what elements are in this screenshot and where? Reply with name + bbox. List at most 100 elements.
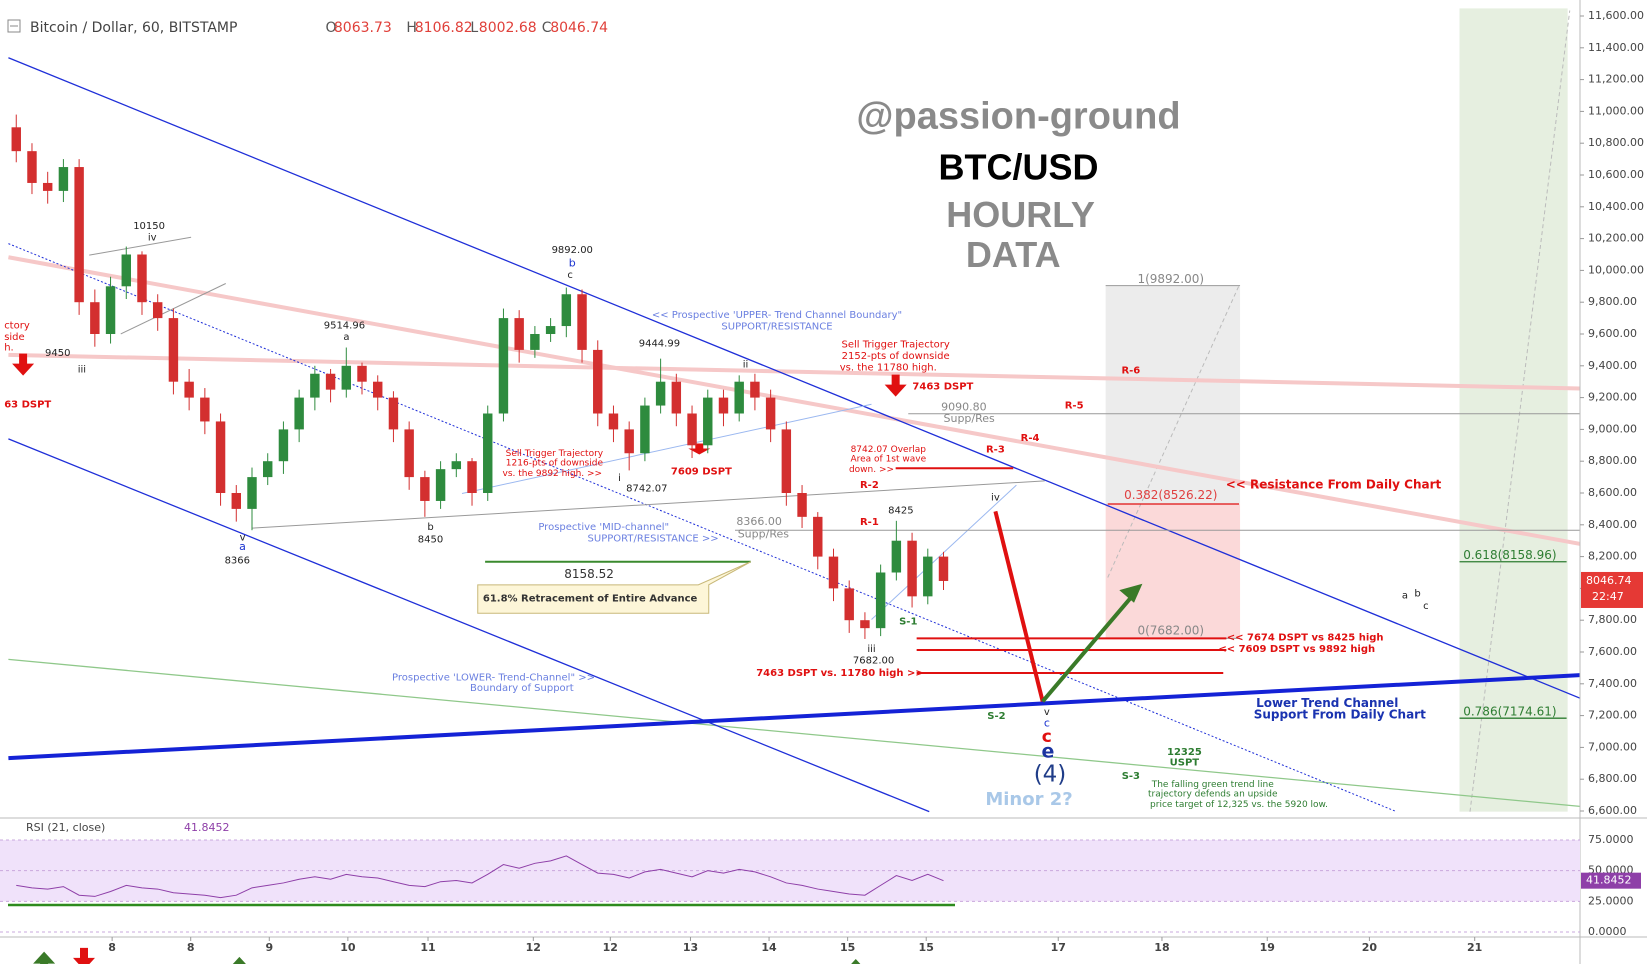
candle-body: [262, 461, 273, 478]
candle-body: [703, 397, 713, 446]
candle-body: [357, 365, 367, 382]
candle-body: [655, 381, 666, 406]
trend-line: [89, 236, 192, 256]
annotation: << Prospective 'UPPER- Trend Channel Bou…: [652, 310, 902, 321]
ohlc-label: H: [406, 20, 417, 36]
candle-body: [105, 286, 116, 334]
x-tick-label: 17: [1051, 941, 1066, 954]
y-tick-label: 9,800.00: [1588, 295, 1637, 308]
annotation: 8158.52: [564, 567, 614, 581]
candle-body: [420, 477, 430, 501]
trend-line: [8, 243, 1397, 813]
y-tick-label: 11,000.00: [1588, 104, 1644, 117]
candle-body: [938, 556, 949, 581]
signal-arrow: [884, 374, 907, 397]
annotation: S-3: [1122, 771, 1140, 782]
candle-body: [561, 294, 572, 327]
annotation: << 7609 DSPT vs 9892 high: [1218, 644, 1375, 655]
annotation: iii: [78, 365, 86, 376]
y-tick-label: 8,800.00: [1588, 454, 1637, 467]
candle-body: [294, 397, 304, 430]
candle-body: [844, 588, 854, 621]
annotation: 8742.07: [626, 483, 667, 494]
y-tick-label: 10,600.00: [1588, 168, 1644, 181]
annotation: 1216-pts of downside: [506, 459, 604, 469]
candle-body: [828, 556, 839, 589]
annotation: << 7674 DSPT vs 8425 high: [1227, 632, 1384, 643]
annotation: ctory: [4, 321, 30, 332]
trend-line: [8, 673, 1580, 761]
annotation: R-1: [860, 517, 879, 528]
x-tick-label: 8: [108, 941, 116, 954]
watermark: @passion-ground: [856, 96, 1180, 138]
annotation: 9450: [45, 348, 70, 359]
y-tick-label: 9,400.00: [1588, 359, 1637, 372]
annotation: 7463 DSPT: [912, 381, 973, 392]
candle-body: [215, 421, 226, 493]
annotation: Prospective 'LOWER- Trend-Channel" >>: [392, 672, 595, 683]
candle-body: [530, 334, 540, 350]
annotation: 0(7682.00): [1137, 624, 1204, 638]
x-tick-label: 10: [340, 941, 356, 954]
annotation: iv: [148, 232, 157, 243]
candle-body: [498, 318, 509, 414]
candle-body: [435, 469, 446, 501]
candle-body: [373, 381, 383, 398]
y-tick-label: 8,200.00: [1588, 550, 1637, 563]
annotation: h.: [4, 343, 14, 354]
arrow-head: [1119, 583, 1143, 603]
annotation: Support From Daily Chart: [1254, 708, 1426, 722]
candle-body: [58, 167, 69, 191]
ohlc-label: L: [470, 20, 478, 36]
trend-line: [1107, 285, 1240, 578]
candle-body: [640, 405, 650, 454]
annotation: Supp/Res: [738, 527, 790, 540]
rsi-value: 41.8452: [184, 821, 230, 834]
signal-arrow: [73, 947, 95, 964]
annotation: Sell Trigger Trajectory: [506, 449, 604, 459]
x-tick-label: 9: [265, 941, 273, 954]
annotation: 7609 DSPT: [671, 466, 732, 477]
annotation: 8425: [888, 505, 913, 516]
annotation: R-6: [1121, 366, 1140, 377]
candle-body: [813, 516, 823, 557]
rsi-value-tag-label: 41.8452: [1586, 874, 1632, 887]
trend-line: [993, 510, 1045, 702]
ohlc-value: 8063.73: [334, 20, 392, 36]
x-tick-label: 18: [1154, 941, 1169, 954]
annotation: 9892.00: [552, 245, 593, 256]
candle-body: [624, 429, 634, 454]
signal-arrow: [851, 958, 861, 964]
annotation: 8742.07 Overlap: [851, 445, 927, 455]
candle-body: [718, 397, 729, 414]
signal-arrow: [688, 443, 711, 455]
annotation: b: [427, 522, 433, 533]
x-tick-label: 12: [526, 941, 541, 954]
price-tag-label: 8046.74: [1586, 574, 1632, 587]
y-tick-label: 8,400.00: [1588, 518, 1637, 531]
y-tick-label: 7,000.00: [1588, 740, 1637, 753]
candle-body: [137, 254, 147, 303]
candle-body: [27, 151, 37, 183]
candle-body: [90, 302, 100, 334]
y-tick-label: 10,800.00: [1588, 136, 1644, 149]
x-tick-label: 12: [603, 941, 618, 954]
candle-body: [168, 318, 179, 382]
collapse-icon[interactable]: [7, 19, 21, 33]
candle-body: [200, 397, 210, 422]
candle-body: [765, 397, 776, 430]
trend-line: [8, 255, 1580, 546]
annotation: Supp/Res: [944, 412, 996, 425]
candle-body: [923, 556, 933, 597]
candle-body: [121, 254, 131, 287]
annotation: Area of 1st wave: [850, 454, 926, 464]
y-tick-label: 6,600.00: [1588, 804, 1637, 817]
candle-body: [74, 167, 84, 303]
annotation: ii: [743, 359, 749, 370]
annotation: 63 DSPT: [4, 399, 51, 410]
candle-body: [11, 127, 21, 152]
candle-body: [451, 461, 462, 470]
annotation: v: [1044, 707, 1050, 718]
ohlc-label: O: [326, 20, 337, 36]
annotation: 61.8% Retracement of Entire Advance: [483, 594, 698, 605]
